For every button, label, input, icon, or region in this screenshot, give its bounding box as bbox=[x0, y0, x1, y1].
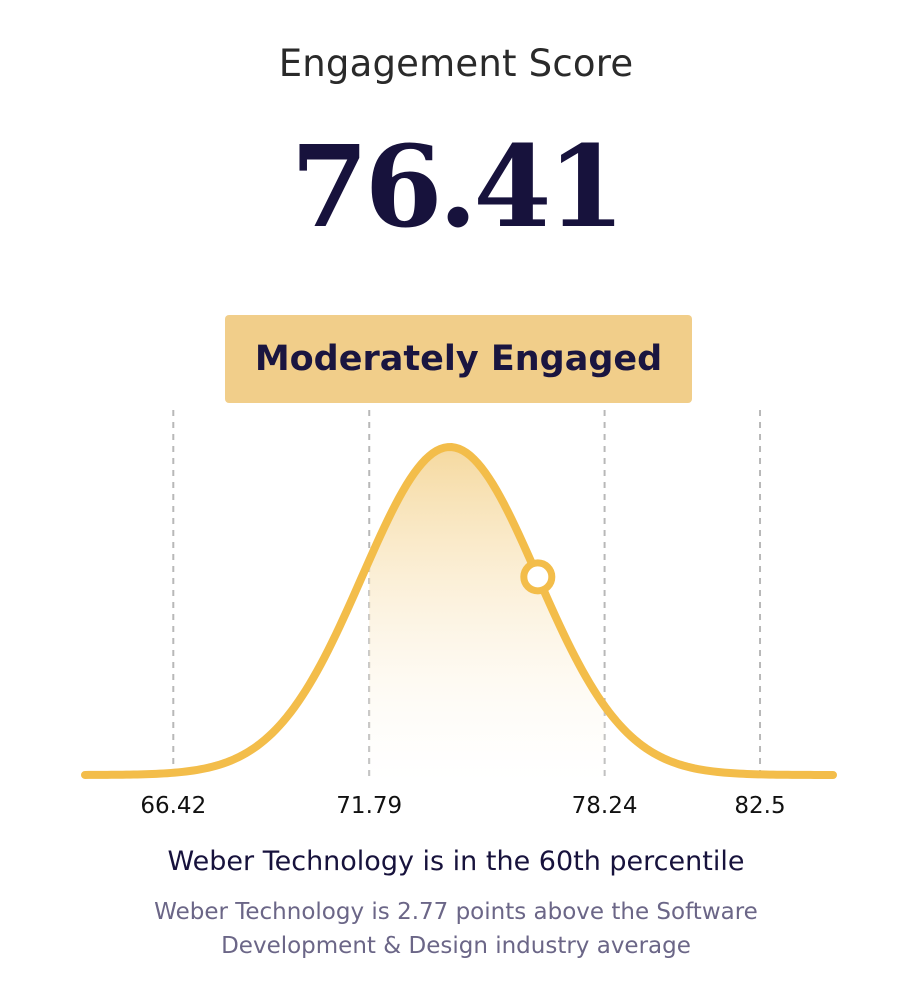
industry-comparison-text: Weber Technology is 2.77 points above th… bbox=[154, 899, 758, 959]
shaded-range-area bbox=[369, 447, 605, 782]
percentile-text: Weber Technology is in the 60th percenti… bbox=[167, 846, 745, 877]
engagement-category-badge: Moderately Engaged bbox=[225, 315, 692, 403]
distribution-curve bbox=[81, 443, 837, 779]
tick-label: 66.42 bbox=[140, 793, 206, 819]
score-marker bbox=[520, 559, 556, 595]
page-title: Engagement Score bbox=[278, 42, 634, 85]
tick-label: 82.5 bbox=[734, 793, 785, 819]
tick-label: 78.24 bbox=[572, 793, 638, 819]
engagement-score-value: 76.41 bbox=[290, 122, 626, 253]
tick-label: 71.79 bbox=[336, 793, 402, 819]
chart-tick-labels: 66.42 71.79 78.24 82.5 bbox=[140, 793, 785, 819]
distribution-chart: 66.42 71.79 78.24 82.5 bbox=[81, 410, 837, 819]
